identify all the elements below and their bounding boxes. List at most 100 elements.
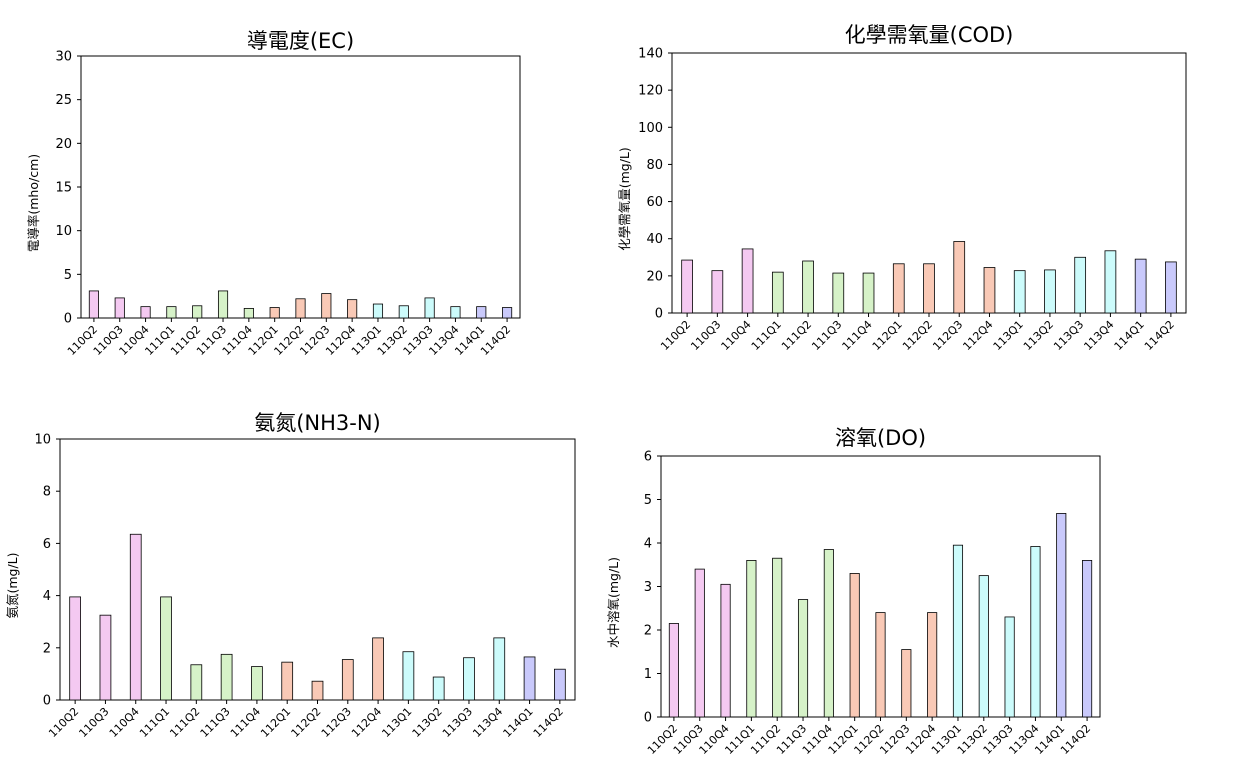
y-tick-label: 120 bbox=[638, 84, 663, 99]
bar-113Q3 bbox=[1004, 616, 1015, 718]
x-tick-label: 110Q2 bbox=[46, 705, 81, 740]
bar-112Q3 bbox=[321, 293, 332, 319]
y-tick-label: 20 bbox=[646, 269, 663, 284]
x-tick-label: 113Q1 bbox=[991, 318, 1026, 353]
y-tick-label: 10 bbox=[55, 224, 72, 239]
y-tick-label: 5 bbox=[644, 493, 652, 508]
y-axis-label: 電導率(mho/cm) bbox=[26, 154, 41, 252]
y-tick-label: 1 bbox=[644, 667, 652, 682]
x-tick-label: 111Q1 bbox=[749, 318, 784, 353]
y-tick-label: 6 bbox=[43, 537, 51, 552]
bar-111Q3 bbox=[797, 599, 809, 718]
bar-113Q4 bbox=[1104, 250, 1117, 314]
x-tick-label: 112Q3 bbox=[930, 318, 965, 353]
bar-110Q2 bbox=[681, 259, 693, 314]
y-axis-label: 氨氮(mg/L) bbox=[5, 552, 20, 618]
bar-111Q4 bbox=[862, 272, 875, 314]
y-tick-label: 2 bbox=[644, 624, 652, 639]
bar-110Q4 bbox=[140, 306, 151, 319]
bar-111Q4 bbox=[243, 307, 254, 319]
x-tick-label: 113Q1 bbox=[379, 705, 414, 740]
x-tick-label: 110Q4 bbox=[719, 318, 754, 353]
bar-112Q1 bbox=[849, 573, 860, 718]
y-tick-label: 6 bbox=[644, 450, 652, 465]
x-tick-label: 112Q4 bbox=[349, 705, 384, 740]
bar-112Q1 bbox=[269, 307, 280, 319]
y-tick-label: 40 bbox=[646, 232, 663, 247]
y-tick-label: 60 bbox=[646, 195, 663, 210]
y-tick-label: 25 bbox=[55, 93, 72, 108]
y-axis-label: 化學需氧量(mg/L) bbox=[617, 147, 632, 251]
y-tick-label: 100 bbox=[638, 121, 663, 136]
bar-114Q2 bbox=[1082, 560, 1093, 718]
x-tick-label: 114Q1 bbox=[1112, 318, 1147, 353]
y-tick-label: 3 bbox=[644, 580, 652, 595]
chart-title: 溶氧(DO) bbox=[835, 426, 926, 450]
chart-ec: 導電度(EC)051015202530電導率(mho/cm)110Q2110Q3… bbox=[26, 29, 521, 358]
x-tick-label: 112Q1 bbox=[870, 318, 905, 353]
bar-112Q4 bbox=[983, 267, 996, 314]
y-tick-label: 0 bbox=[655, 307, 663, 322]
bar-112Q4 bbox=[927, 612, 938, 718]
x-tick-label: 111Q4 bbox=[840, 318, 875, 353]
bar-113Q1 bbox=[1013, 270, 1026, 314]
bar-111Q2 bbox=[192, 305, 203, 319]
bar-111Q3 bbox=[220, 653, 233, 701]
bar-111Q4 bbox=[251, 666, 263, 701]
bar-113Q4 bbox=[1030, 546, 1041, 718]
bar-111Q2 bbox=[772, 557, 783, 718]
bar-114Q2 bbox=[554, 668, 566, 701]
x-tick-label: 111Q4 bbox=[228, 705, 263, 740]
y-tick-label: 0 bbox=[64, 312, 72, 327]
y-tick-label: 10 bbox=[34, 433, 51, 448]
bar-112Q2 bbox=[923, 263, 935, 314]
bar-113Q2 bbox=[978, 575, 989, 718]
y-axis-label: 水中溶氧(mg/L) bbox=[606, 557, 621, 648]
bar-111Q2 bbox=[190, 664, 203, 701]
x-tick-label: 114Q2 bbox=[1142, 318, 1177, 353]
chart-do: 溶氧(DO)0123456水中溶氧(mg/L)110Q2110Q3110Q411… bbox=[606, 426, 1101, 757]
bar-110Q4 bbox=[720, 583, 731, 718]
y-tick-label: 20 bbox=[55, 137, 72, 152]
bar-114Q1 bbox=[523, 656, 536, 701]
bar-114Q2 bbox=[1165, 261, 1177, 314]
x-tick-label: 113Q4 bbox=[1081, 318, 1116, 353]
bar-112Q4 bbox=[347, 299, 358, 319]
bar-110Q3 bbox=[114, 297, 125, 319]
y-tick-label: 8 bbox=[43, 485, 51, 500]
x-tick-label: 110Q3 bbox=[76, 705, 111, 740]
x-tick-label: 114Q1 bbox=[501, 705, 536, 740]
x-tick-label: 112Q4 bbox=[960, 318, 995, 353]
y-tick-label: 0 bbox=[43, 694, 51, 709]
bar-114Q2 bbox=[502, 307, 513, 319]
bar-113Q2 bbox=[398, 305, 409, 319]
y-tick-label: 15 bbox=[55, 181, 72, 196]
bar-113Q2 bbox=[432, 676, 445, 701]
x-tick-label: 111Q3 bbox=[198, 705, 233, 740]
bar-112Q3 bbox=[341, 659, 354, 701]
chart-title: 氨氮(NH3-N) bbox=[254, 411, 381, 435]
bar-112Q2 bbox=[295, 298, 306, 319]
bar-113Q3 bbox=[463, 657, 475, 701]
x-tick-label: 111Q3 bbox=[809, 318, 844, 353]
x-tick-label: 113Q2 bbox=[1021, 318, 1056, 353]
bar-112Q3 bbox=[901, 649, 912, 718]
bar-112Q3 bbox=[953, 241, 966, 314]
bar-110Q3 bbox=[711, 270, 724, 314]
bar-114Q1 bbox=[1134, 258, 1147, 314]
bar-110Q2 bbox=[88, 290, 99, 319]
y-tick-label: 0 bbox=[644, 711, 652, 726]
y-tick-label: 5 bbox=[64, 268, 72, 283]
x-tick-label: 111Q2 bbox=[167, 705, 202, 740]
bar-113Q4 bbox=[493, 637, 506, 701]
x-tick-label: 113Q4 bbox=[470, 705, 505, 740]
x-tick-label: 113Q3 bbox=[440, 705, 475, 740]
bar-111Q2 bbox=[802, 260, 814, 314]
y-tick-label: 4 bbox=[644, 537, 652, 552]
chart-title: 導電度(EC) bbox=[247, 29, 354, 53]
x-tick-label: 112Q1 bbox=[258, 705, 293, 740]
bar-110Q3 bbox=[99, 614, 112, 701]
x-tick-label: 112Q2 bbox=[900, 318, 935, 353]
bar-111Q1 bbox=[746, 560, 757, 718]
